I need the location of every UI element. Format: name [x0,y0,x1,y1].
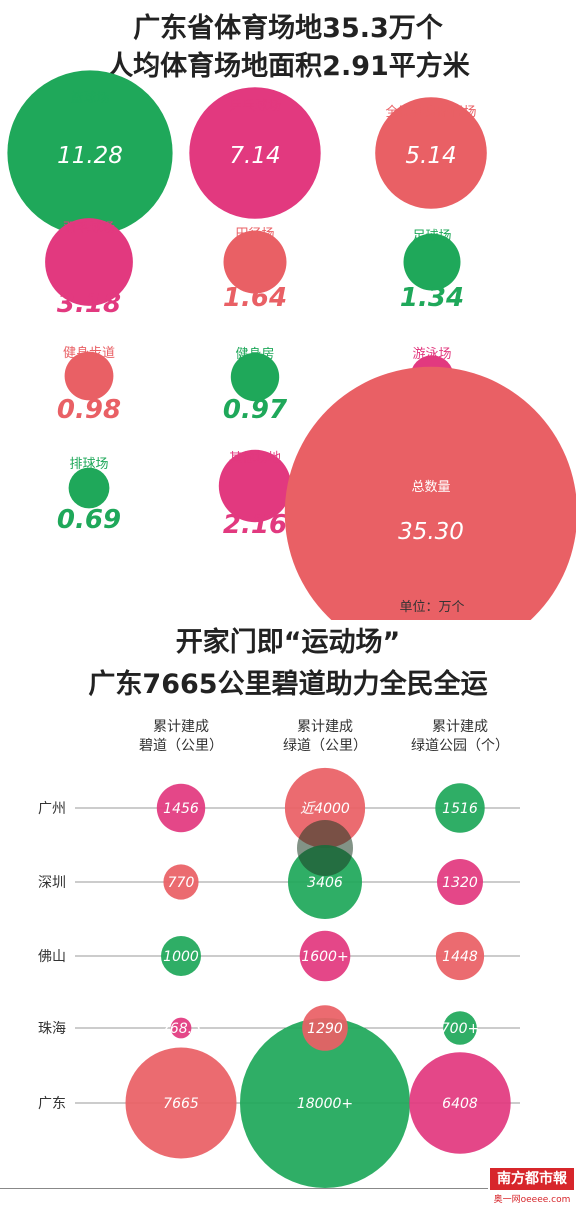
bubble-2 [189,87,321,219]
bubble-value: 3.18 [57,289,121,319]
bubble-8 [230,352,280,402]
bubble-label: 排球场 [69,457,108,472]
bubble-label: 羽毛球场 [63,221,115,236]
venue-bubble-chart: 篮球场 11.28 乒乓球场 7.14 全民健身路径场 5.14 羽毛球场 3.18 田径场 1.… [7,70,576,620]
bubble-value: 1600+ [301,949,348,965]
column-header-line2: 碧道（公里） [139,738,223,754]
bubble-3 [375,97,487,209]
bubble-value: 6408 [442,1096,478,1112]
bubble [443,1011,477,1045]
bubble [156,783,206,833]
bubble-12 [284,366,576,620]
city-label: 广东 [38,1096,66,1112]
bubble-value: 1.34 [400,283,464,313]
bubble-value: 0.69 [57,505,121,535]
bubble-value: 1456 [163,801,199,817]
bubble [302,1005,348,1051]
city-label: 珠海 [38,1021,66,1037]
column-header-line2: 绿道公园（个） [411,738,509,754]
bubble-value: 770 [168,875,195,891]
bubble-value: 700+ [441,1021,479,1037]
bubble-value: 3406 [307,875,343,891]
bubble [299,930,351,982]
bubble-5 [223,230,287,294]
bubble-6 [403,233,461,291]
bubble-label: 总数量 [411,480,450,495]
bubble-value: 1000 [163,949,199,965]
site-name: 奥一网oeeee.com [493,1195,571,1205]
bubble-value: 11.28 [57,143,123,169]
footer-rule [0,1188,488,1189]
bubble-value: 1.64 [223,283,287,313]
bubble [161,936,201,976]
bubble [284,767,366,849]
bubble-label: 篮球场 [70,91,109,106]
unit-note: 单位：万个 [399,600,464,615]
bubble-value: 1448 [442,949,478,965]
bubble [409,1052,511,1154]
bubble-label: 游泳场 [412,347,451,362]
bubble [435,783,485,833]
column-header-line1: 累计建成 [297,719,353,735]
city-label: 广州 [38,801,66,817]
bubble [125,1047,237,1159]
bubble [240,1018,410,1188]
bubble-value: 1290 [307,1021,343,1037]
bubble-value: 18000+ [297,1096,353,1112]
bubble-value: 5.14 [405,143,456,169]
main-title: 广东省体育场地35.3万个 [133,13,443,44]
city-label: 佛山 [38,949,66,965]
bubble-label: 其他场地 [229,451,281,466]
city-label: 深圳 [38,875,66,891]
bubble-7 [64,351,114,401]
bubble-10 [68,467,110,509]
section2-subtitle: 广东7665公里碧道助力全民全运 [88,669,488,700]
bubble-label: 乒乓球场 [229,99,281,114]
bubble-label: 田径场 [235,227,274,242]
newspaper-logo: 南方都市報 [490,1168,574,1190]
column-header-line2: 绿道（公里） [283,738,367,754]
bubble-11 [218,449,292,523]
section2-title: 开家门即“运动场” [175,627,401,658]
bubble [163,864,199,900]
bubble-label: 全民健身路径场 [385,104,476,120]
bubble-value: 0.97 [223,395,288,425]
bubble [437,859,483,905]
overlap-shade [297,820,353,876]
bubble-value: 0.98 [57,395,121,425]
bubble-value: 7.14 [229,143,280,169]
bubble-value: 1320 [442,875,478,891]
column-header-line1: 累计建成 [153,719,209,735]
bubble-label: 足球场 [412,229,451,244]
main-subtitle: 人均体育场地面积2.91平方米 [106,51,470,82]
bubble-value: 1516 [442,801,478,817]
bubble-value: 7665 [163,1096,199,1112]
bubble-label: 健身步道 [63,345,115,361]
bubble-1 [7,70,173,236]
bubble-4 [45,218,133,306]
bubble-value: 35.30 [398,519,464,545]
bubble-value: 268.5 [161,1021,201,1037]
bubble [435,931,485,981]
column-header-line1: 累计建成 [432,719,488,735]
bubble-value: 2.16 [223,510,287,540]
bubble-value: 近4000 [300,801,350,817]
bubble [170,1017,192,1039]
bubble-label: 健身房 [235,346,274,362]
